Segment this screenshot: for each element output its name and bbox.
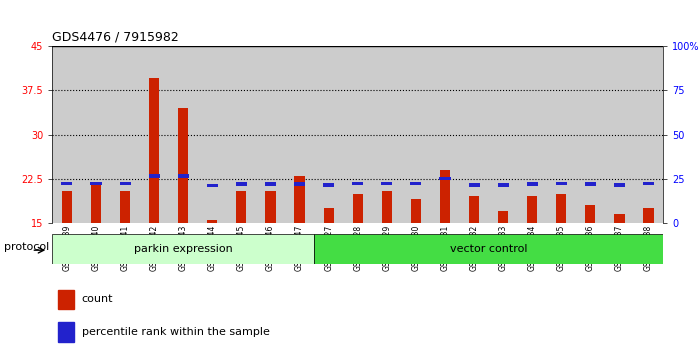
Bar [498, 211, 508, 223]
Bar [372, 46, 401, 223]
Bar [556, 182, 567, 185]
Bar [207, 184, 218, 188]
Bar [586, 205, 595, 223]
Bar [431, 46, 459, 223]
Bar [62, 190, 72, 223]
Bar [401, 46, 431, 223]
Bar [498, 183, 509, 187]
Bar [178, 108, 188, 223]
Bar [382, 190, 392, 223]
Bar [468, 183, 480, 187]
Text: count: count [82, 295, 113, 304]
Bar [265, 182, 276, 186]
Bar [82, 46, 110, 223]
Bar [343, 46, 372, 223]
Bar [352, 194, 363, 223]
Bar [459, 46, 489, 223]
Bar [295, 176, 304, 223]
Bar [323, 183, 334, 187]
Bar [469, 196, 479, 223]
Bar [440, 177, 450, 181]
Bar [314, 46, 343, 223]
Bar [605, 46, 634, 223]
Bar [643, 182, 654, 185]
Bar [227, 46, 256, 223]
Bar [556, 194, 566, 223]
Bar [110, 46, 140, 223]
Bar [634, 46, 663, 223]
Bar [59, 322, 74, 342]
Text: percentile rank within the sample: percentile rank within the sample [82, 327, 269, 337]
Bar [410, 182, 422, 185]
Text: vector control: vector control [450, 244, 528, 254]
Bar [265, 190, 276, 223]
Bar [140, 46, 169, 223]
Bar [207, 220, 217, 223]
Text: GDS4476 / 7915982: GDS4476 / 7915982 [52, 30, 179, 43]
Bar [236, 182, 247, 186]
Bar [52, 234, 314, 264]
Bar [59, 290, 74, 309]
Bar [149, 175, 160, 178]
Bar [440, 170, 450, 223]
Bar [149, 79, 159, 223]
Bar [527, 196, 537, 223]
Bar [324, 208, 334, 223]
Bar [237, 190, 246, 223]
Bar [285, 46, 314, 223]
Bar [644, 208, 653, 223]
Bar [91, 182, 101, 185]
Bar [518, 46, 547, 223]
Bar [198, 46, 227, 223]
Bar [576, 46, 605, 223]
Bar [169, 46, 198, 223]
Bar [52, 46, 82, 223]
Text: protocol: protocol [4, 242, 50, 252]
Bar [294, 182, 305, 186]
Bar [489, 46, 518, 223]
Bar [614, 214, 625, 223]
Text: parkin expression: parkin expression [134, 244, 232, 254]
Bar [381, 182, 392, 185]
Bar [352, 182, 363, 185]
Bar [547, 46, 576, 223]
Bar [527, 182, 537, 186]
Bar [120, 190, 130, 223]
Bar [119, 182, 131, 185]
Bar [256, 46, 285, 223]
Bar [91, 185, 101, 223]
Bar [614, 183, 625, 187]
Bar [585, 182, 596, 186]
Bar [178, 175, 188, 178]
Bar [61, 182, 73, 185]
Bar [411, 199, 421, 223]
Bar [314, 234, 663, 264]
